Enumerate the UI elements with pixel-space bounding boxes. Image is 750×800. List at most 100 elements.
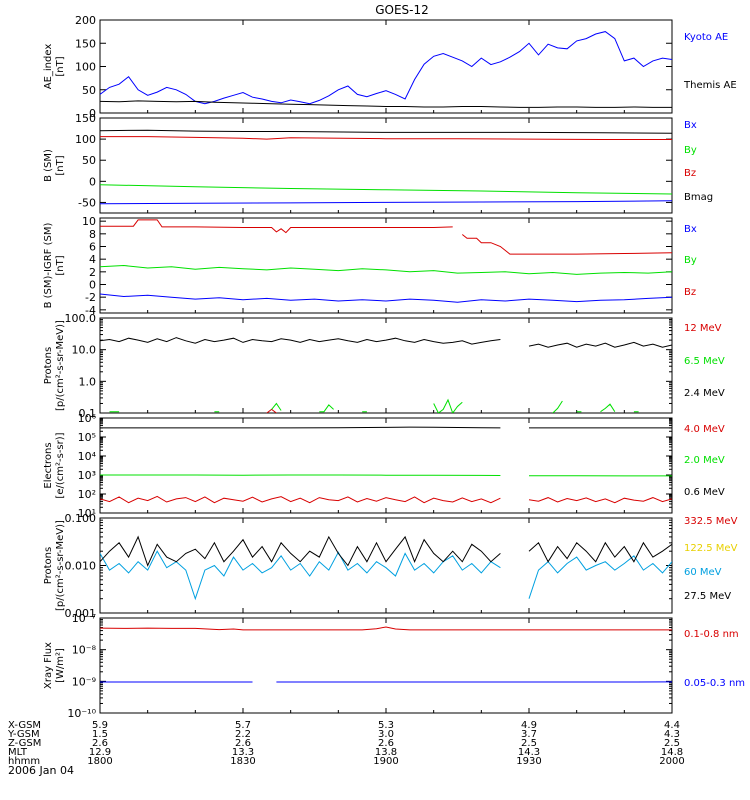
legend-label: 12 MeV xyxy=(684,323,722,334)
series-line xyxy=(100,337,672,348)
y-tick-label: -50 xyxy=(78,196,96,209)
ephemeris-value: 5.7 xyxy=(235,720,251,731)
y-tick-label: 10⁴ xyxy=(78,450,97,463)
series-line xyxy=(100,495,672,504)
y-tick-label: 0 xyxy=(89,175,96,188)
ephemeris-value: 2.6 xyxy=(378,738,394,749)
y-tick-label: 0 xyxy=(89,279,96,292)
panel-frame xyxy=(99,617,673,714)
y-axis-label: [nT] xyxy=(55,155,66,175)
panel-1: 0 50 100 150 200 AE_index [nT] Kyoto AE Themis A… xyxy=(43,14,737,120)
y-tick-label: 6 xyxy=(89,241,96,254)
series-line xyxy=(100,474,672,477)
ephemeris-value: 3.7 xyxy=(521,729,537,740)
y-axis-label: Protons xyxy=(43,547,54,584)
series-line xyxy=(100,550,672,601)
ephemeris-row-label: X-GSM xyxy=(8,720,41,731)
ephemeris-value: 5.3 xyxy=(378,720,394,731)
ephemeris-row-label: hhmm xyxy=(8,756,40,767)
series-line xyxy=(100,200,672,205)
y-tick-label: 10 xyxy=(82,215,96,228)
series-line xyxy=(100,426,672,429)
series-line xyxy=(100,264,672,275)
y-tick-label: 0.100 xyxy=(65,512,97,525)
legend-label: Themis AE xyxy=(683,80,737,91)
y-axis-label: [p/(cm²-s-sr-MeV)] xyxy=(55,520,66,611)
ephemeris-value: 2.5 xyxy=(664,738,680,749)
y-tick-label: 10⁻⁷ xyxy=(72,612,96,625)
legend-label: 6.5 MeV xyxy=(684,356,725,367)
y-axis-label: Xray Flux xyxy=(43,642,54,689)
series-line xyxy=(100,136,672,140)
y-tick-label: 200 xyxy=(75,14,96,27)
legend-label: 0.1-0.8 nm xyxy=(684,629,739,640)
series-line xyxy=(100,184,672,195)
legend-label: 4.0 MeV xyxy=(684,424,725,435)
ephemeris-value: 2000 xyxy=(659,756,684,767)
ephemeris-value: 4.9 xyxy=(521,720,537,731)
y-axis-label: Electrons xyxy=(43,442,54,488)
ephemeris-row-label: Y-GSM xyxy=(7,729,40,740)
ephemeris-value: 5.9 xyxy=(92,720,108,731)
y-tick-label: 50 xyxy=(82,84,96,97)
ephemeris-value: 1800 xyxy=(87,756,112,767)
y-tick-label: 10⁶ xyxy=(78,412,97,425)
legend-label: Bmag xyxy=(684,192,713,203)
y-tick-label: 150 xyxy=(75,112,96,125)
panel-4: 0.1 1.0 10.0 100.0 Protons [p/(cm²-s-sr-MeV)]… xyxy=(43,312,725,420)
ephemeris-value: 13.8 xyxy=(375,747,397,758)
y-tick-label: 50 xyxy=(82,154,96,167)
series-line xyxy=(100,219,672,255)
legend-label: Kyoto AE xyxy=(684,32,728,43)
ephemeris-row-label: MLT xyxy=(8,747,28,758)
series-line xyxy=(109,398,639,413)
y-tick-label: -4 xyxy=(85,304,96,317)
legend-label: Bx xyxy=(684,120,697,131)
ephemeris-value: 1.5 xyxy=(92,729,108,740)
y-tick-label: -2 xyxy=(85,291,96,304)
y-tick-label: 0 xyxy=(89,107,96,120)
panel-frame xyxy=(99,19,673,114)
legend-label: By xyxy=(684,255,697,266)
series-line xyxy=(100,535,672,567)
y-axis-label: [W/m²] xyxy=(55,648,66,683)
ephemeris-value: 2.6 xyxy=(235,738,251,749)
y-axis-label: AE_index xyxy=(43,44,54,90)
ephemeris-row-label: Z-GSM xyxy=(8,738,41,749)
legend-label: 0.6 MeV xyxy=(684,487,725,498)
y-axis-label: B (SM)-IGRF (SM) xyxy=(43,223,54,309)
panel-frame xyxy=(99,417,673,514)
y-tick-label: 0.001 xyxy=(65,607,97,620)
y-tick-label: 10³ xyxy=(78,469,96,482)
series-line xyxy=(266,408,277,413)
y-tick-label: 100 xyxy=(75,133,96,146)
ephemeris-value: 4.4 xyxy=(664,720,680,731)
y-tick-label: 4 xyxy=(89,253,96,266)
date-label: 2006 Jan 04 xyxy=(8,764,74,777)
y-tick-label: 0.1 xyxy=(79,407,97,420)
y-tick-label: 10⁻¹⁰ xyxy=(67,707,96,720)
legend-label: Bx xyxy=(684,224,697,235)
ephemeris-value: 1900 xyxy=(373,756,398,767)
ephemeris-value: 12.9 xyxy=(89,747,111,758)
ephemeris-value: 13.3 xyxy=(232,747,254,758)
ephemeris-value: 2.5 xyxy=(521,738,537,749)
series-line xyxy=(100,100,672,108)
y-axis-label: [e/(cm²-s-sr)] xyxy=(55,432,66,498)
y-tick-label: 10⁵ xyxy=(78,431,96,444)
ephemeris-value: 1830 xyxy=(230,756,255,767)
time-axis-table: X-GSM 5.9 5.7 5.3 4.9 4.4 Y-GSM 1.5 2.2 3.0 3.7 4.3… xyxy=(7,720,685,767)
series-line xyxy=(100,31,672,105)
y-axis-label: [nT] xyxy=(55,255,66,275)
legend-label: 60 MeV xyxy=(684,567,722,578)
y-tick-label: 10¹ xyxy=(78,507,96,520)
y-tick-label: 2 xyxy=(89,266,96,279)
ephemeris-value: 2.6 xyxy=(92,738,108,749)
ephemeris-value: 1930 xyxy=(516,756,541,767)
y-tick-label: 1.0 xyxy=(79,375,97,388)
y-axis-label: B (SM) xyxy=(43,149,54,182)
legend-label: 27.5 MeV xyxy=(684,591,731,602)
